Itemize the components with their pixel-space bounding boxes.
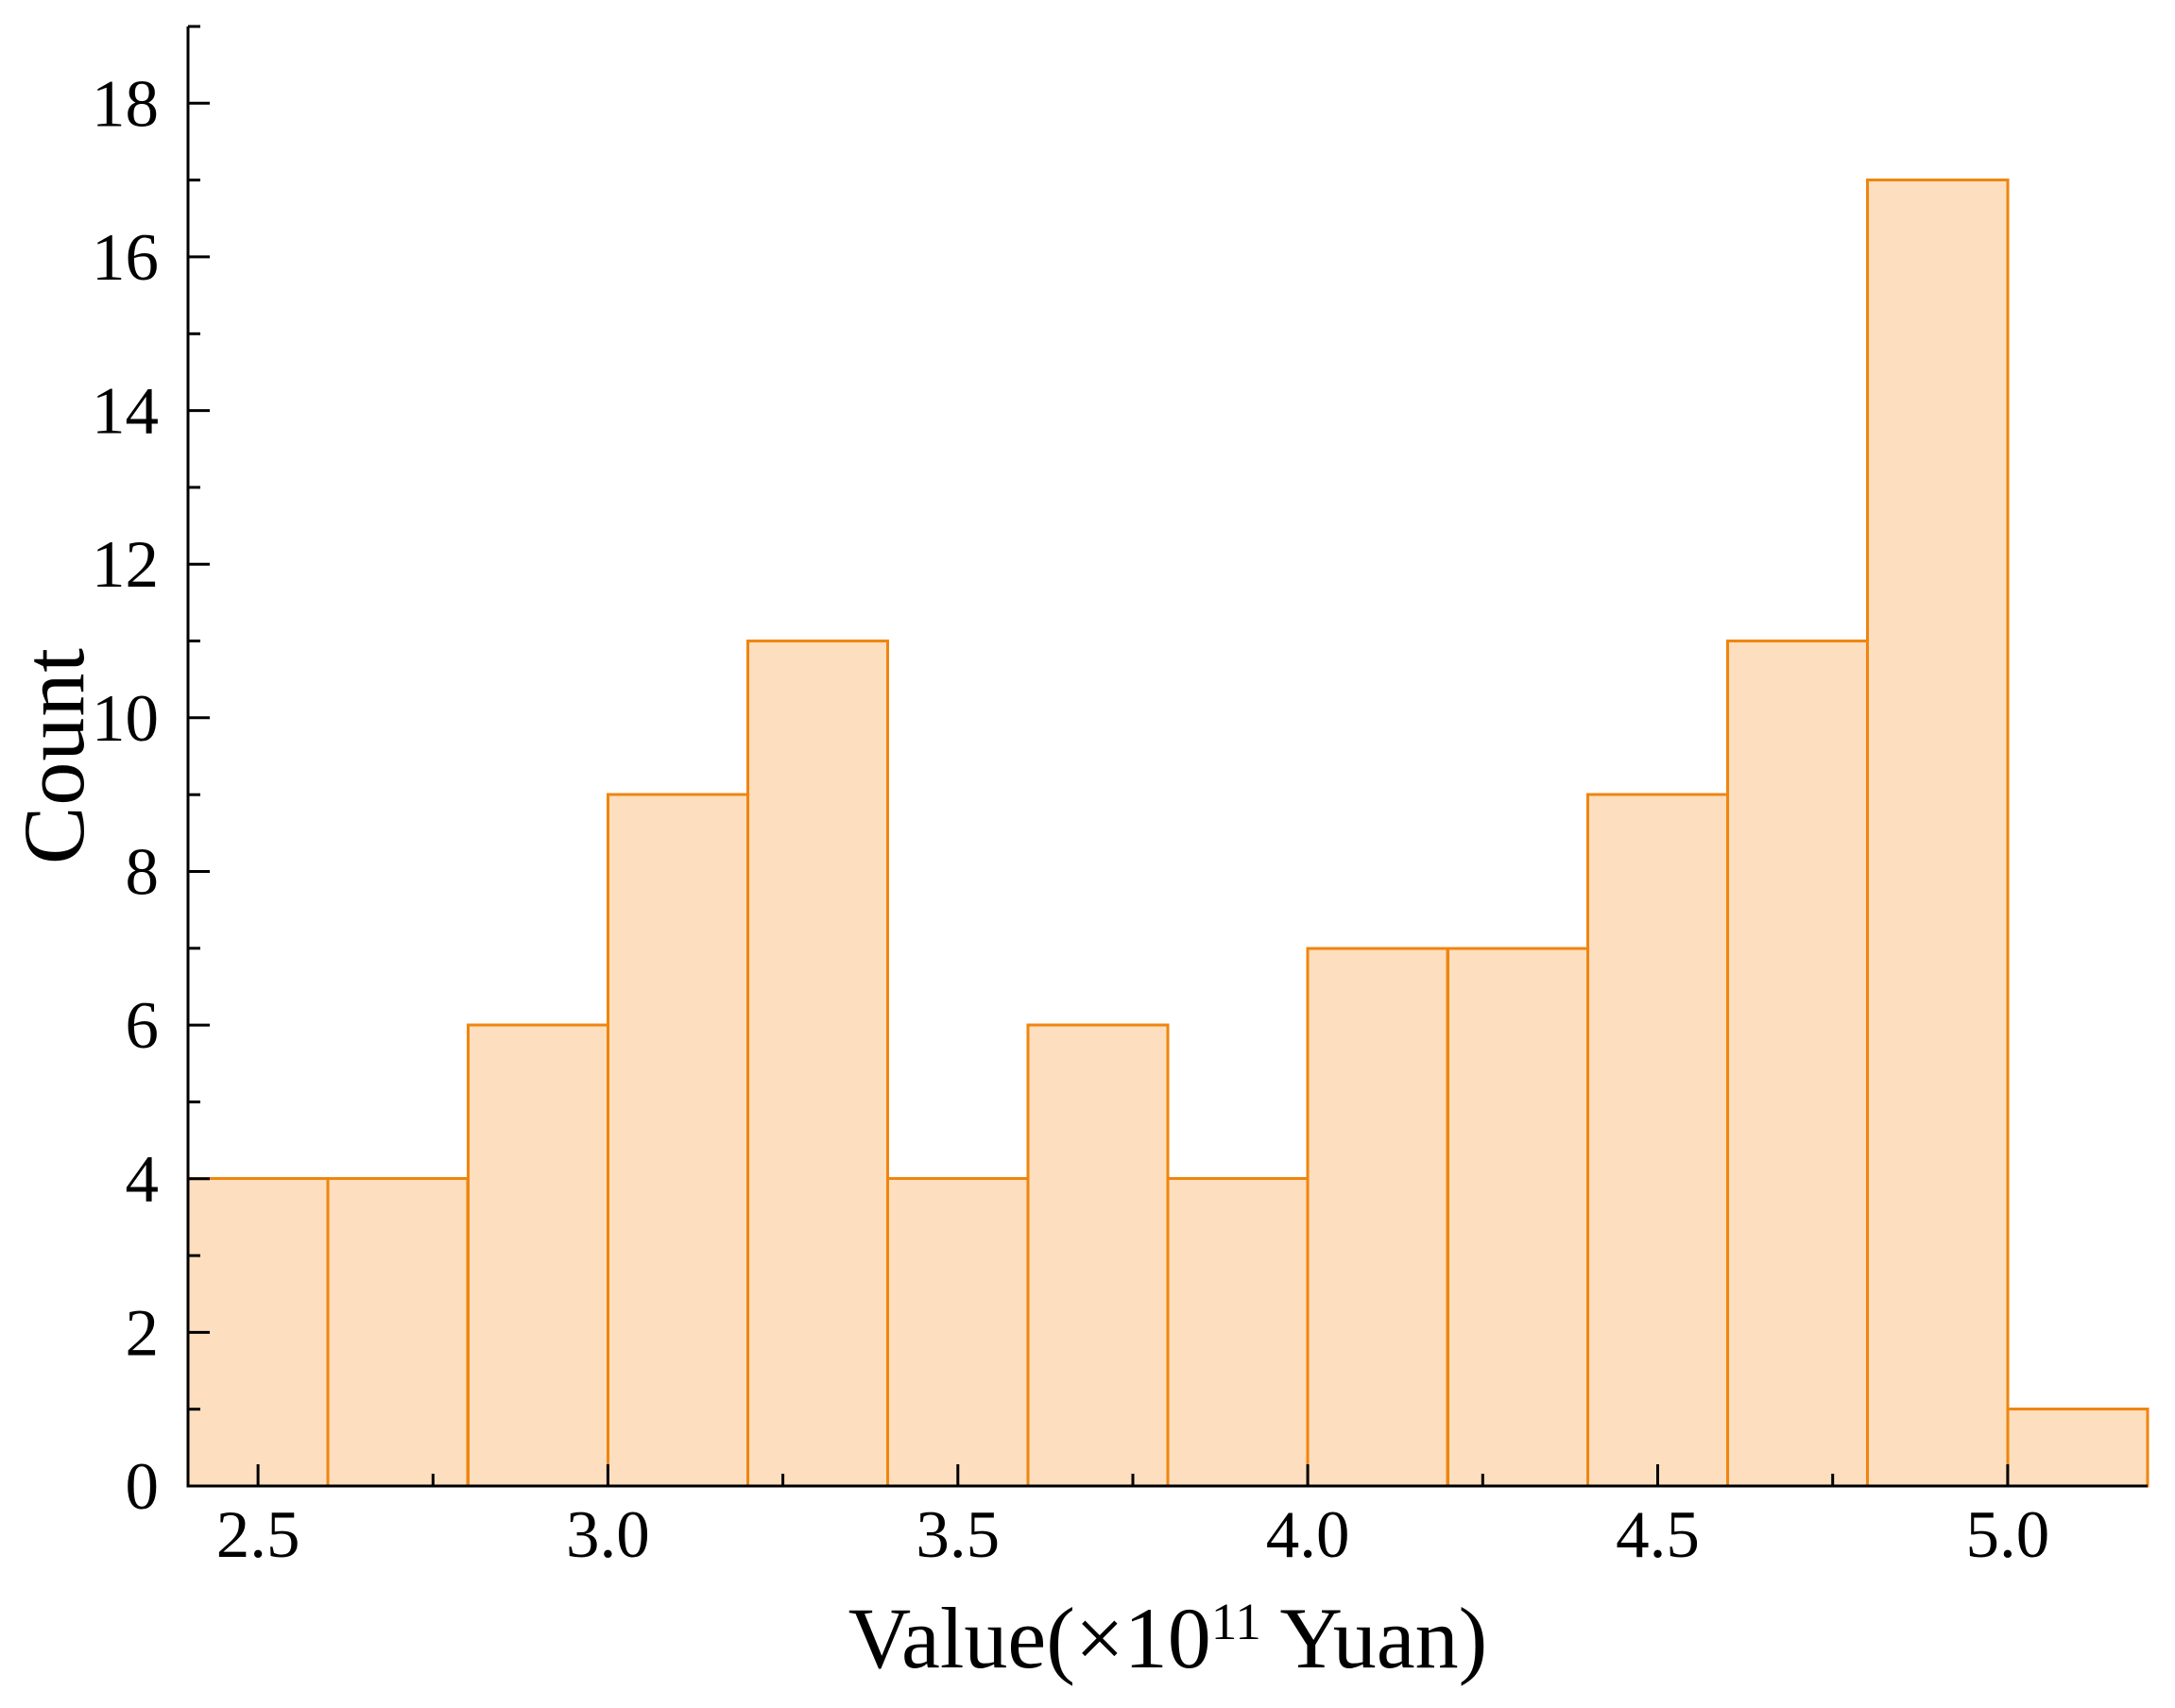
histogram-bar xyxy=(466,1023,609,1488)
axis-spines xyxy=(186,26,2148,1488)
histogram-bar xyxy=(186,1177,330,1488)
y-tick-label: 0 xyxy=(126,1450,160,1524)
histogram-bar xyxy=(1585,793,1730,1488)
x-tick-label: 4.0 xyxy=(1266,1498,1350,1572)
histogram-bar xyxy=(886,1177,1030,1488)
x-axis-title: Value(×1011 Yuan) xyxy=(188,1595,2148,1682)
histogram-bar xyxy=(1026,1023,1170,1488)
x-tick-label: 2.5 xyxy=(216,1498,300,1572)
histogram-bar xyxy=(2006,1408,2149,1488)
y-tick-label: 2 xyxy=(126,1296,160,1370)
histogram-bar xyxy=(1166,1177,1310,1488)
y-tick-label: 18 xyxy=(92,67,159,141)
y-axis-title-text: Count xyxy=(6,647,102,864)
y-tick-label: 14 xyxy=(92,375,159,449)
x-tick-label: 3.5 xyxy=(916,1498,1000,1572)
y-tick-label: 12 xyxy=(92,528,159,602)
histogram-bar xyxy=(746,640,890,1488)
histogram-bar xyxy=(1306,947,1449,1488)
y-tick-label: 16 xyxy=(92,221,159,295)
histogram-bar xyxy=(1866,179,2010,1488)
y-tick-label: 8 xyxy=(126,836,160,910)
y-tick-label: 4 xyxy=(126,1143,160,1217)
x-tick-label: 3.0 xyxy=(566,1498,650,1572)
x-tick-label: 5.0 xyxy=(1966,1498,2050,1572)
histogram-bar xyxy=(326,1177,470,1488)
histogram-bar xyxy=(606,793,750,1488)
histogram-bar xyxy=(1726,640,1870,1488)
x-axis-title-superscript: 11 xyxy=(1210,1592,1261,1650)
histogram-bar xyxy=(1446,947,1589,1488)
x-axis-title-prefix: Value(×10 xyxy=(848,1590,1211,1686)
y-tick-label: 10 xyxy=(92,682,159,756)
x-axis-title-suffix: Yuan) xyxy=(1260,1590,1488,1686)
x-tick-label: 4.5 xyxy=(1616,1498,1700,1572)
y-axis-title: Count xyxy=(4,647,104,864)
y-tick-label: 6 xyxy=(126,989,160,1063)
